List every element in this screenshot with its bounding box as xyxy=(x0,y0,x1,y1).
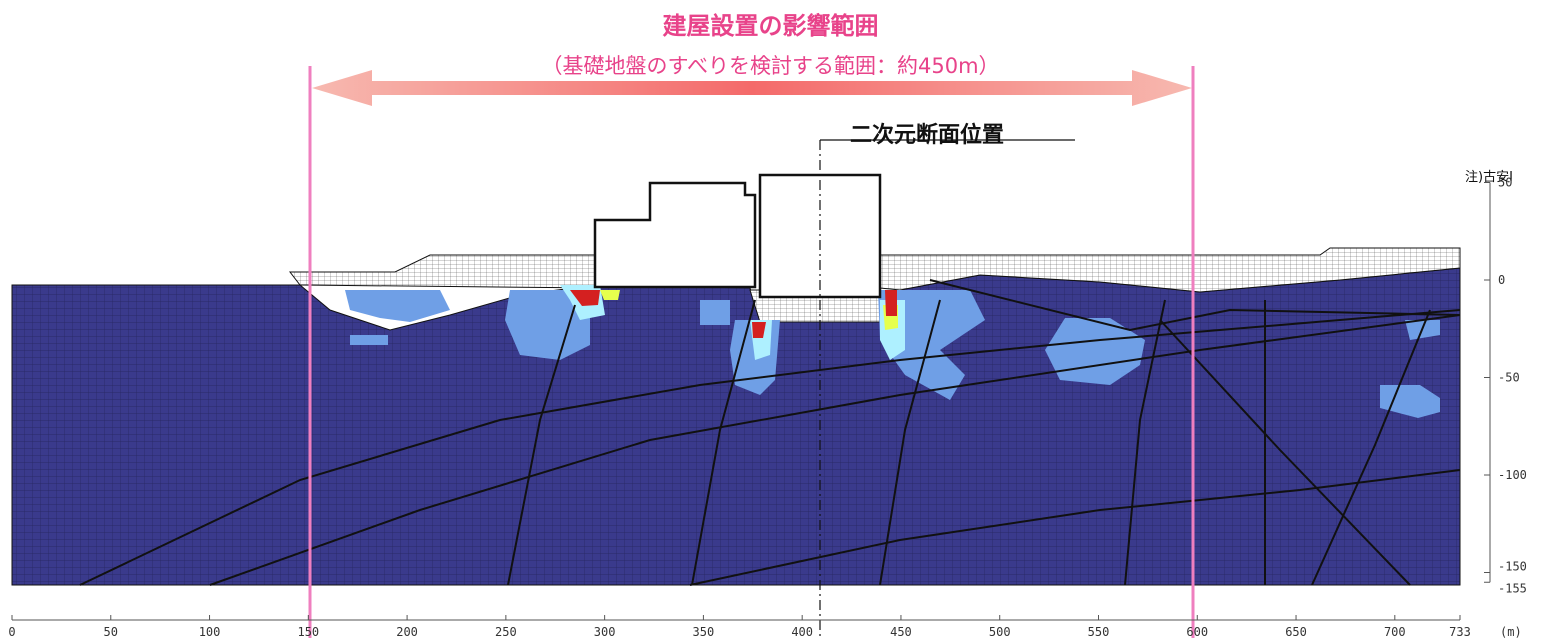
y-tick-label: -155 xyxy=(1498,581,1527,595)
y-axis: 50 0 -50 -100 -150 -155 xyxy=(1484,176,1527,595)
x-tick-label: 300 xyxy=(594,625,616,638)
diagram-title: 建屋設置の影響範囲 xyxy=(662,12,879,40)
x-tick-label: 600 xyxy=(1186,625,1208,638)
surface-fill-right xyxy=(879,247,1461,293)
x-tick-label: 500 xyxy=(989,625,1011,638)
x-tick-label: 350 xyxy=(693,625,715,638)
x-tick-label: 50 xyxy=(104,625,118,638)
note-label: 注)古安Ⅰ xyxy=(1465,170,1513,185)
bedrock-mesh xyxy=(11,267,1461,586)
x-tick-label: 150 xyxy=(297,625,319,638)
building-left xyxy=(593,181,757,289)
x-tick-label: 700 xyxy=(1384,625,1406,638)
x-tick-label: 550 xyxy=(1088,625,1110,638)
x-unit-label: (m) xyxy=(1500,625,1522,638)
x-tick-label: 250 xyxy=(495,625,517,638)
x-axis: 0 50 100 150 200 250 300 350 400 450 500 550 600 650 7… xyxy=(8,615,1522,638)
x-tick-label: 650 xyxy=(1285,625,1307,638)
x-tick-label: 733 xyxy=(1449,625,1471,638)
x-tick-label: 0 xyxy=(8,625,15,638)
y-tick-label: -150 xyxy=(1498,560,1527,574)
x-tick-label: 100 xyxy=(199,625,221,638)
y-tick-label: 0 xyxy=(1498,273,1505,287)
x-tick-label: 200 xyxy=(396,625,418,638)
surface-fill xyxy=(288,254,601,289)
influence-zones xyxy=(345,285,1440,418)
y-tick-label: -100 xyxy=(1498,468,1527,482)
reactor-buildings xyxy=(593,173,882,299)
x-tick-label: 450 xyxy=(890,625,912,638)
diagram-subtitle: （基礎地盤のすべりを検討する範囲：約450m） xyxy=(541,54,1000,78)
fault-lines xyxy=(79,279,1461,586)
y-tick-label: -50 xyxy=(1498,371,1520,385)
range-arrow xyxy=(312,70,1192,106)
section-position-label: 二次元断面位置 xyxy=(850,123,1005,148)
x-tick-label: 400 xyxy=(791,625,813,638)
y-tick-label: 50 xyxy=(1498,176,1512,190)
